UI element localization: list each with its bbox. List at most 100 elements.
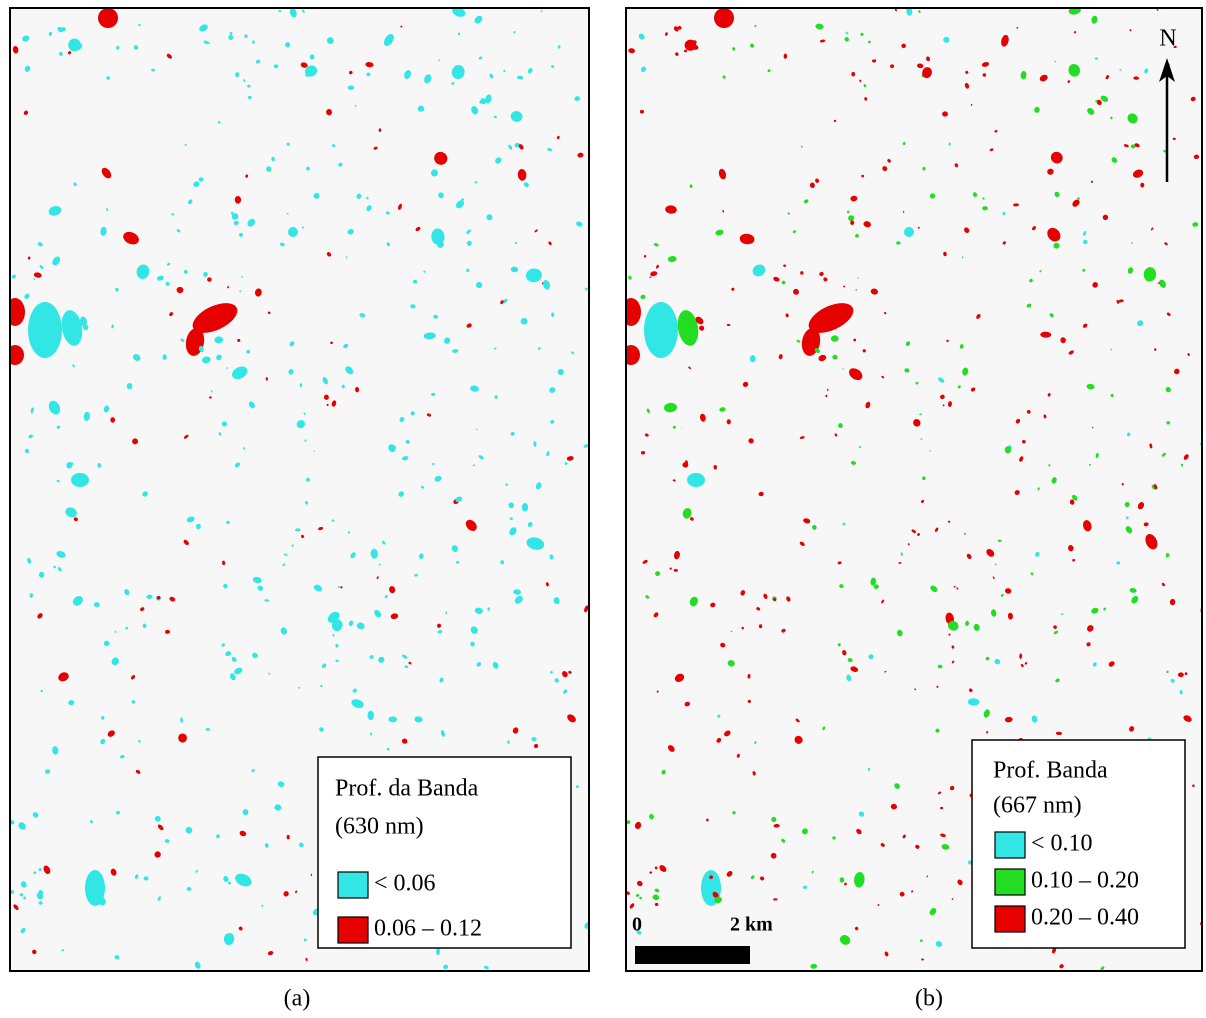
feature (38, 868, 42, 872)
feature (911, 890, 914, 893)
feature (434, 151, 448, 165)
feature (138, 23, 141, 27)
feature (942, 404, 945, 407)
feature (133, 45, 139, 50)
feature (471, 106, 479, 115)
feature (1177, 672, 1184, 678)
feature (920, 499, 925, 503)
feature (114, 955, 120, 960)
feature (1174, 368, 1180, 375)
feature (546, 451, 550, 457)
feature (868, 40, 871, 44)
feature (238, 232, 244, 237)
feature (510, 111, 523, 122)
feature (1026, 409, 1031, 414)
feature (690, 44, 699, 50)
scale-label: 0 (632, 914, 642, 936)
feature (410, 411, 415, 416)
feature (331, 519, 335, 522)
feature (456, 560, 460, 564)
feature (183, 434, 189, 439)
feature (1184, 672, 1188, 676)
feature (340, 586, 343, 589)
feature (33, 871, 37, 875)
feature (231, 656, 237, 662)
feature (305, 477, 310, 482)
feature (1091, 426, 1094, 429)
feature (156, 275, 164, 281)
feature (154, 851, 161, 858)
feature (443, 964, 449, 970)
feature (452, 8, 466, 17)
feature (330, 341, 333, 345)
feature (116, 810, 120, 815)
feature (726, 419, 731, 425)
feature (1040, 331, 1052, 338)
feature (52, 256, 61, 266)
feature (1153, 484, 1158, 490)
feature (1037, 487, 1040, 491)
feature (435, 948, 441, 956)
feature (646, 408, 650, 414)
feature (748, 438, 754, 444)
feature (1131, 242, 1134, 245)
feature (32, 812, 39, 818)
feature (61, 949, 65, 952)
legend-label: 0.20 – 0.40 (1031, 905, 1139, 931)
feature (669, 567, 672, 570)
feature (24, 448, 30, 454)
feature (664, 32, 668, 36)
feature (393, 614, 397, 619)
feature (690, 517, 694, 521)
feature (758, 624, 763, 629)
map-features (626, 8, 1202, 971)
feature (834, 433, 838, 437)
feature (1050, 151, 1063, 164)
feature (376, 576, 379, 580)
feature (492, 661, 499, 669)
feature (1166, 421, 1170, 425)
feature (1180, 463, 1184, 467)
feature (938, 377, 945, 383)
feature (1140, 182, 1145, 188)
feature (1024, 662, 1028, 665)
feature (916, 63, 924, 69)
feature (787, 212, 791, 215)
feature (628, 275, 632, 280)
feature (674, 673, 685, 682)
legend-box (317, 756, 572, 949)
legend-title: Prof. Banda (993, 758, 1108, 784)
feature (719, 407, 726, 412)
feature (421, 485, 425, 489)
feature (628, 48, 636, 54)
feature (636, 880, 643, 887)
feature (502, 298, 508, 304)
feature (305, 65, 318, 77)
feature (494, 395, 498, 399)
north-label: N (1159, 26, 1176, 52)
feature (1121, 483, 1124, 486)
feature (205, 728, 211, 731)
feature (510, 266, 519, 273)
feature (943, 36, 950, 43)
feature (508, 502, 514, 509)
feature (576, 785, 579, 789)
feature (183, 269, 188, 274)
feature (951, 898, 954, 900)
feature (567, 714, 576, 723)
feature (1072, 559, 1076, 562)
feature (480, 98, 487, 105)
feature (246, 349, 251, 354)
feature (57, 567, 62, 572)
feature (918, 10, 921, 13)
feature (48, 31, 52, 36)
feature (73, 517, 78, 522)
feature (858, 811, 865, 817)
feature (278, 9, 282, 13)
feature (640, 450, 646, 455)
feature (301, 534, 305, 539)
feature (331, 400, 337, 407)
feature (850, 220, 855, 225)
feature (846, 674, 852, 682)
feature (523, 182, 529, 188)
